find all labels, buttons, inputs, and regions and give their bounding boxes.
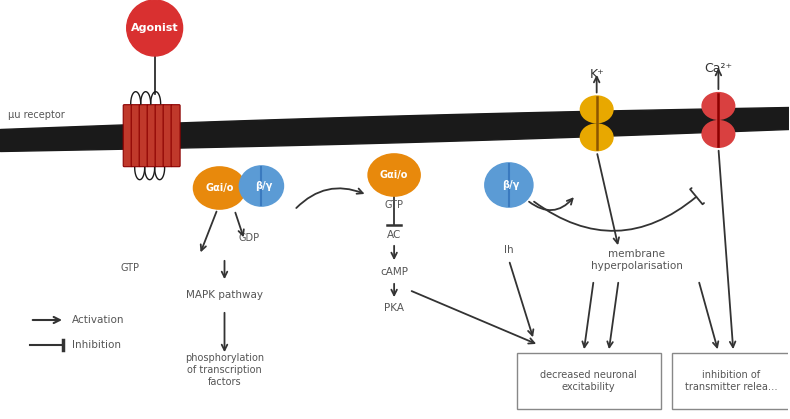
Circle shape [126, 0, 182, 56]
FancyBboxPatch shape [517, 353, 660, 409]
Text: K⁺: K⁺ [589, 68, 604, 82]
Ellipse shape [702, 93, 735, 119]
Text: MAPK pathway: MAPK pathway [186, 290, 263, 300]
FancyBboxPatch shape [171, 105, 180, 167]
FancyBboxPatch shape [123, 105, 132, 167]
Text: cAMP: cAMP [380, 267, 408, 277]
Ellipse shape [485, 163, 532, 207]
Text: Ca²⁺: Ca²⁺ [705, 62, 732, 75]
Ellipse shape [239, 166, 284, 206]
Text: Agonist: Agonist [131, 23, 179, 33]
Text: AC: AC [387, 230, 401, 240]
FancyBboxPatch shape [147, 105, 156, 167]
Text: decreased neuronal
excitability: decreased neuronal excitability [540, 370, 637, 392]
Text: Gαi/o: Gαi/o [380, 170, 408, 180]
FancyBboxPatch shape [155, 105, 164, 167]
FancyBboxPatch shape [164, 105, 172, 167]
Text: GTP: GTP [385, 200, 404, 210]
Ellipse shape [194, 167, 246, 209]
Text: Ih: Ih [504, 245, 514, 255]
Text: GTP: GTP [120, 263, 139, 273]
Ellipse shape [368, 154, 420, 196]
Text: β/γ: β/γ [502, 180, 520, 190]
FancyBboxPatch shape [672, 353, 790, 409]
Ellipse shape [581, 96, 612, 122]
Ellipse shape [581, 124, 612, 150]
Text: GDP: GDP [239, 233, 260, 243]
Text: Activation: Activation [72, 315, 124, 325]
Text: Inhibition: Inhibition [72, 340, 121, 350]
FancyBboxPatch shape [131, 105, 140, 167]
Text: β/γ: β/γ [254, 181, 272, 191]
Text: PKA: PKA [384, 303, 404, 313]
Text: Gαi/o: Gαi/o [205, 183, 234, 193]
Ellipse shape [702, 121, 735, 147]
Text: phosphorylation
of transcription
factors: phosphorylation of transcription factors [185, 353, 264, 387]
FancyBboxPatch shape [139, 105, 149, 167]
Text: inhibition of
transmitter relea…: inhibition of transmitter relea… [685, 370, 777, 392]
Text: μu receptor: μu receptor [8, 110, 65, 120]
Text: membrane
hyperpolarisation: membrane hyperpolarisation [591, 249, 683, 271]
